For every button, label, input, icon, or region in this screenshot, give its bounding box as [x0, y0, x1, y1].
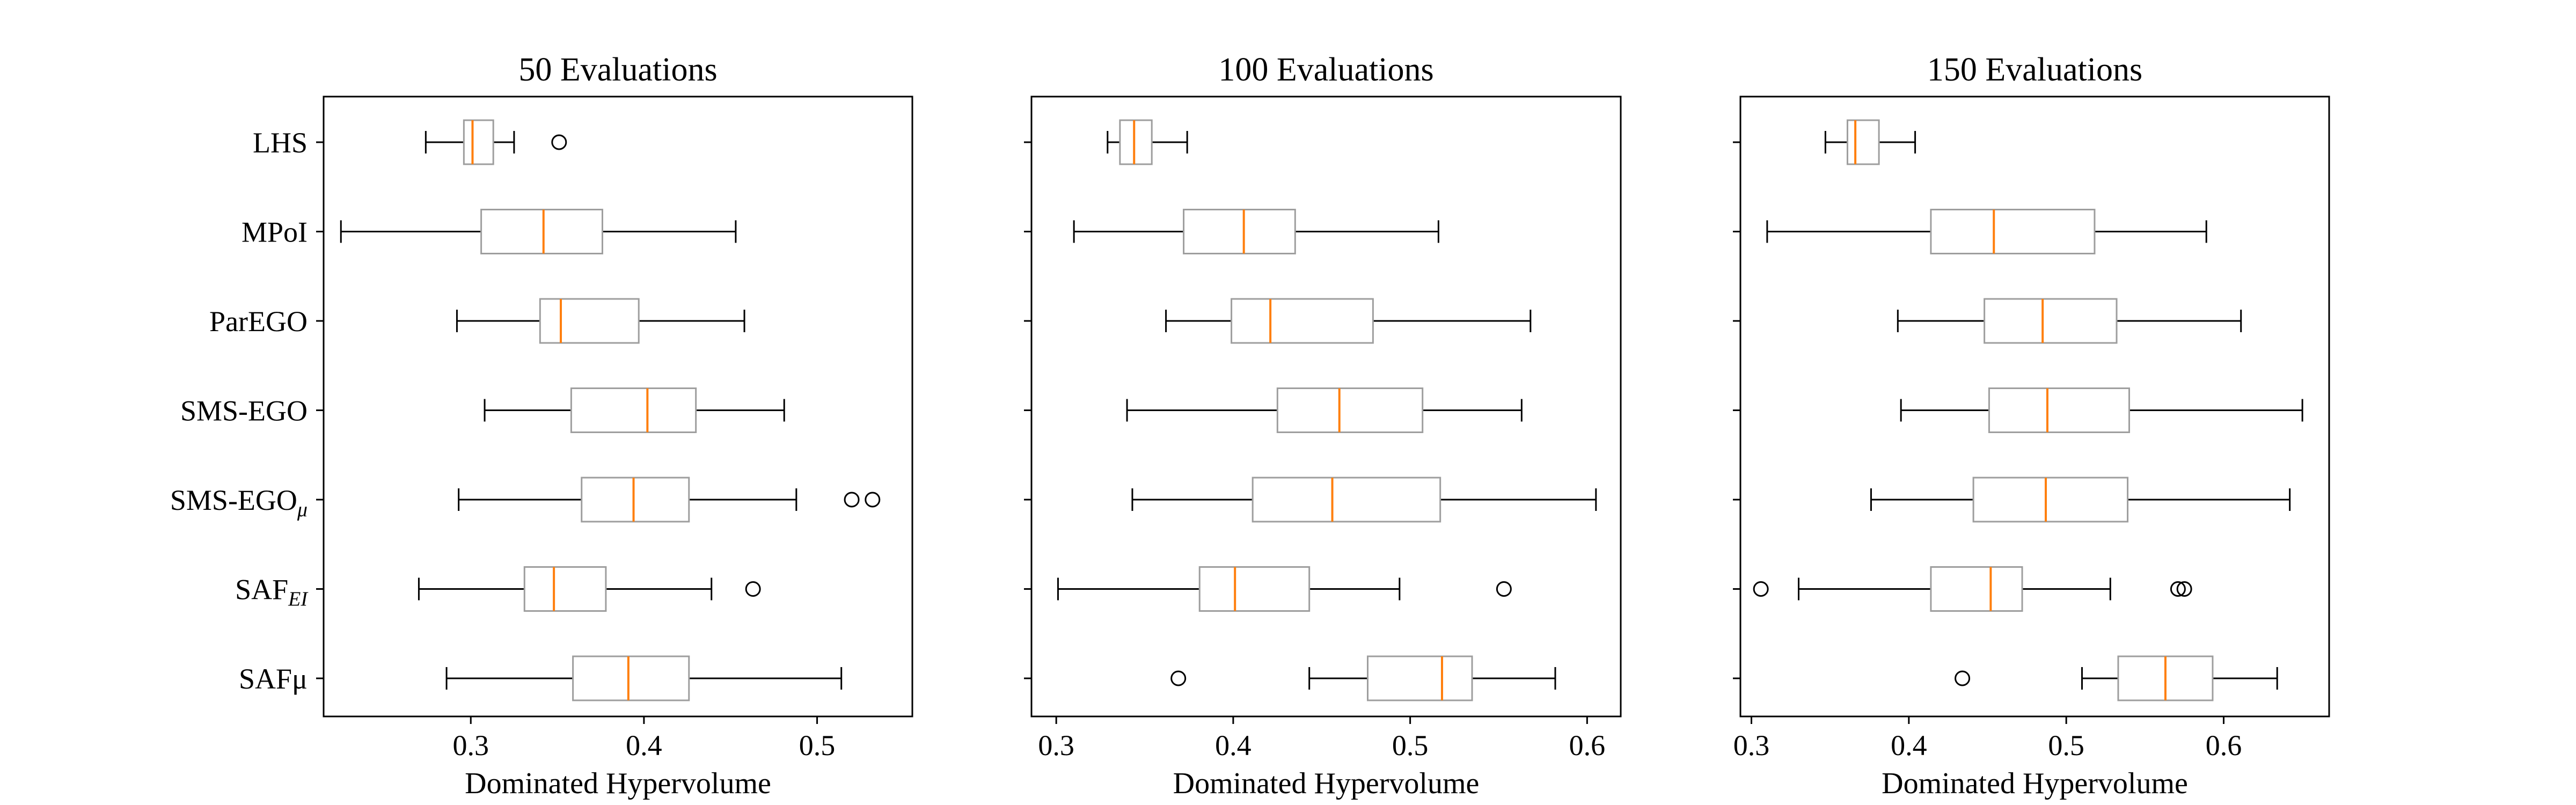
outlier-point: [1170, 670, 1187, 686]
box-saf-mu: [445, 655, 843, 701]
x-tick-label: 0.5: [1392, 729, 1429, 762]
axes-frame: [1739, 96, 2330, 718]
outlier-point: [1955, 670, 1971, 686]
x-tick-label: 0.4: [1891, 729, 1927, 762]
iqr-box: [1972, 477, 2129, 523]
box-parego: [456, 298, 745, 344]
x-tick-label: 0.4: [626, 729, 662, 762]
x-axis-label: Dominated Hypervolume: [1173, 767, 1480, 800]
iqr-box: [1846, 119, 1880, 165]
box-saf-ei: [1753, 566, 2192, 612]
outlier-point: [551, 134, 567, 150]
box-lhs: [1107, 119, 1188, 165]
y-tick-label-mpoi: MPoI: [241, 216, 308, 248]
x-tick-label: 0.3: [1733, 729, 1770, 762]
chart-title: 100 Evaluations: [1218, 52, 1433, 88]
x-tick-label: 0.6: [2206, 729, 2242, 762]
box-sms-ego: [1900, 387, 2303, 433]
axes-frame: [1030, 96, 1622, 718]
box-sms-ego-mu: [1870, 477, 2291, 523]
outlier-point: [2170, 581, 2186, 597]
iqr-box: [1988, 387, 2130, 433]
iqr-box: [523, 566, 607, 612]
outlier-point: [1496, 581, 1512, 597]
box-sms-ego-mu: [458, 477, 881, 523]
iqr-box: [1366, 655, 1473, 701]
chart-panel-1: 50 Evaluations 0.3 0.4 0.5 Dominated Hypervo…: [170, 52, 913, 800]
box-sms-ego: [1126, 387, 1523, 433]
y-tick-label-lhs: LHS: [253, 127, 308, 159]
iqr-box: [1231, 298, 1374, 344]
iqr-box: [581, 477, 690, 523]
chart-panels: 50 Evaluations 0.3 0.4 0.5 Dominated Hypervo…: [170, 52, 2330, 800]
box-saf-mu: [1170, 655, 1556, 701]
outlier-point: [2176, 581, 2192, 597]
iqr-box: [570, 387, 697, 433]
iqr-box: [539, 298, 640, 344]
iqr-box: [1252, 477, 1441, 523]
iqr-box: [1198, 566, 1311, 612]
y-tick-label-sms-ego-mu: SMS-EGOμ: [170, 484, 308, 521]
box-sms-ego: [484, 387, 785, 433]
outlier-point: [1753, 581, 1769, 597]
iqr-box: [1119, 119, 1153, 165]
y-tick-label-saf-ei: SAFEI: [235, 574, 309, 611]
chart-panel-2: 100 Evaluations 0.3 0.4 0.5 0.6 Dominated Hyp…: [1024, 52, 1622, 800]
box-saf-ei: [1057, 566, 1512, 612]
box-lhs: [1824, 119, 1916, 165]
iqr-box: [1183, 209, 1296, 254]
box-mpoi: [340, 209, 737, 254]
y-tick-label-sms-ego: SMS-EGO: [180, 395, 308, 427]
box-mpoi: [1073, 209, 1439, 254]
axes-frame: [323, 96, 913, 718]
box-sms-ego-mu: [1131, 477, 1597, 523]
chart-panel-3: 150 Evaluations 0.3 0.4 0.5 0.6 Dominated Hyp…: [1733, 52, 2330, 800]
chart-title: 50 Evaluations: [518, 52, 717, 88]
chart-title: 150 Evaluations: [1927, 52, 2142, 88]
box-parego: [1897, 298, 2242, 344]
box-mpoi: [1766, 209, 2207, 254]
outlier-point: [865, 492, 881, 508]
y-tick-label-parego: ParEGO: [209, 305, 308, 338]
box-saf-mu: [1955, 655, 2278, 701]
outlier-point: [745, 581, 761, 597]
iqr-box: [572, 655, 690, 701]
x-tick-label: 0.3: [453, 729, 489, 762]
x-tick-label: 0.4: [1215, 729, 1252, 762]
iqr-box: [480, 209, 603, 254]
iqr-box: [1984, 298, 2118, 344]
x-axis-label: Dominated Hypervolume: [1882, 767, 2188, 800]
y-tick-label-saf-mu: SAFμ: [239, 663, 308, 695]
x-tick-label: 0.5: [2048, 729, 2084, 762]
x-axis-label: Dominated Hypervolume: [465, 767, 771, 800]
iqr-box: [1276, 387, 1424, 433]
outlier-point: [844, 492, 860, 508]
box-lhs: [425, 119, 567, 165]
box-saf-ei: [418, 566, 761, 612]
box-parego: [1165, 298, 1532, 344]
x-tick-label: 0.6: [1569, 729, 1606, 762]
iqr-box: [1930, 209, 2096, 254]
iqr-box: [463, 119, 494, 165]
x-tick-label: 0.5: [799, 729, 836, 762]
iqr-box: [1930, 566, 2023, 612]
x-tick-label: 0.3: [1038, 729, 1074, 762]
